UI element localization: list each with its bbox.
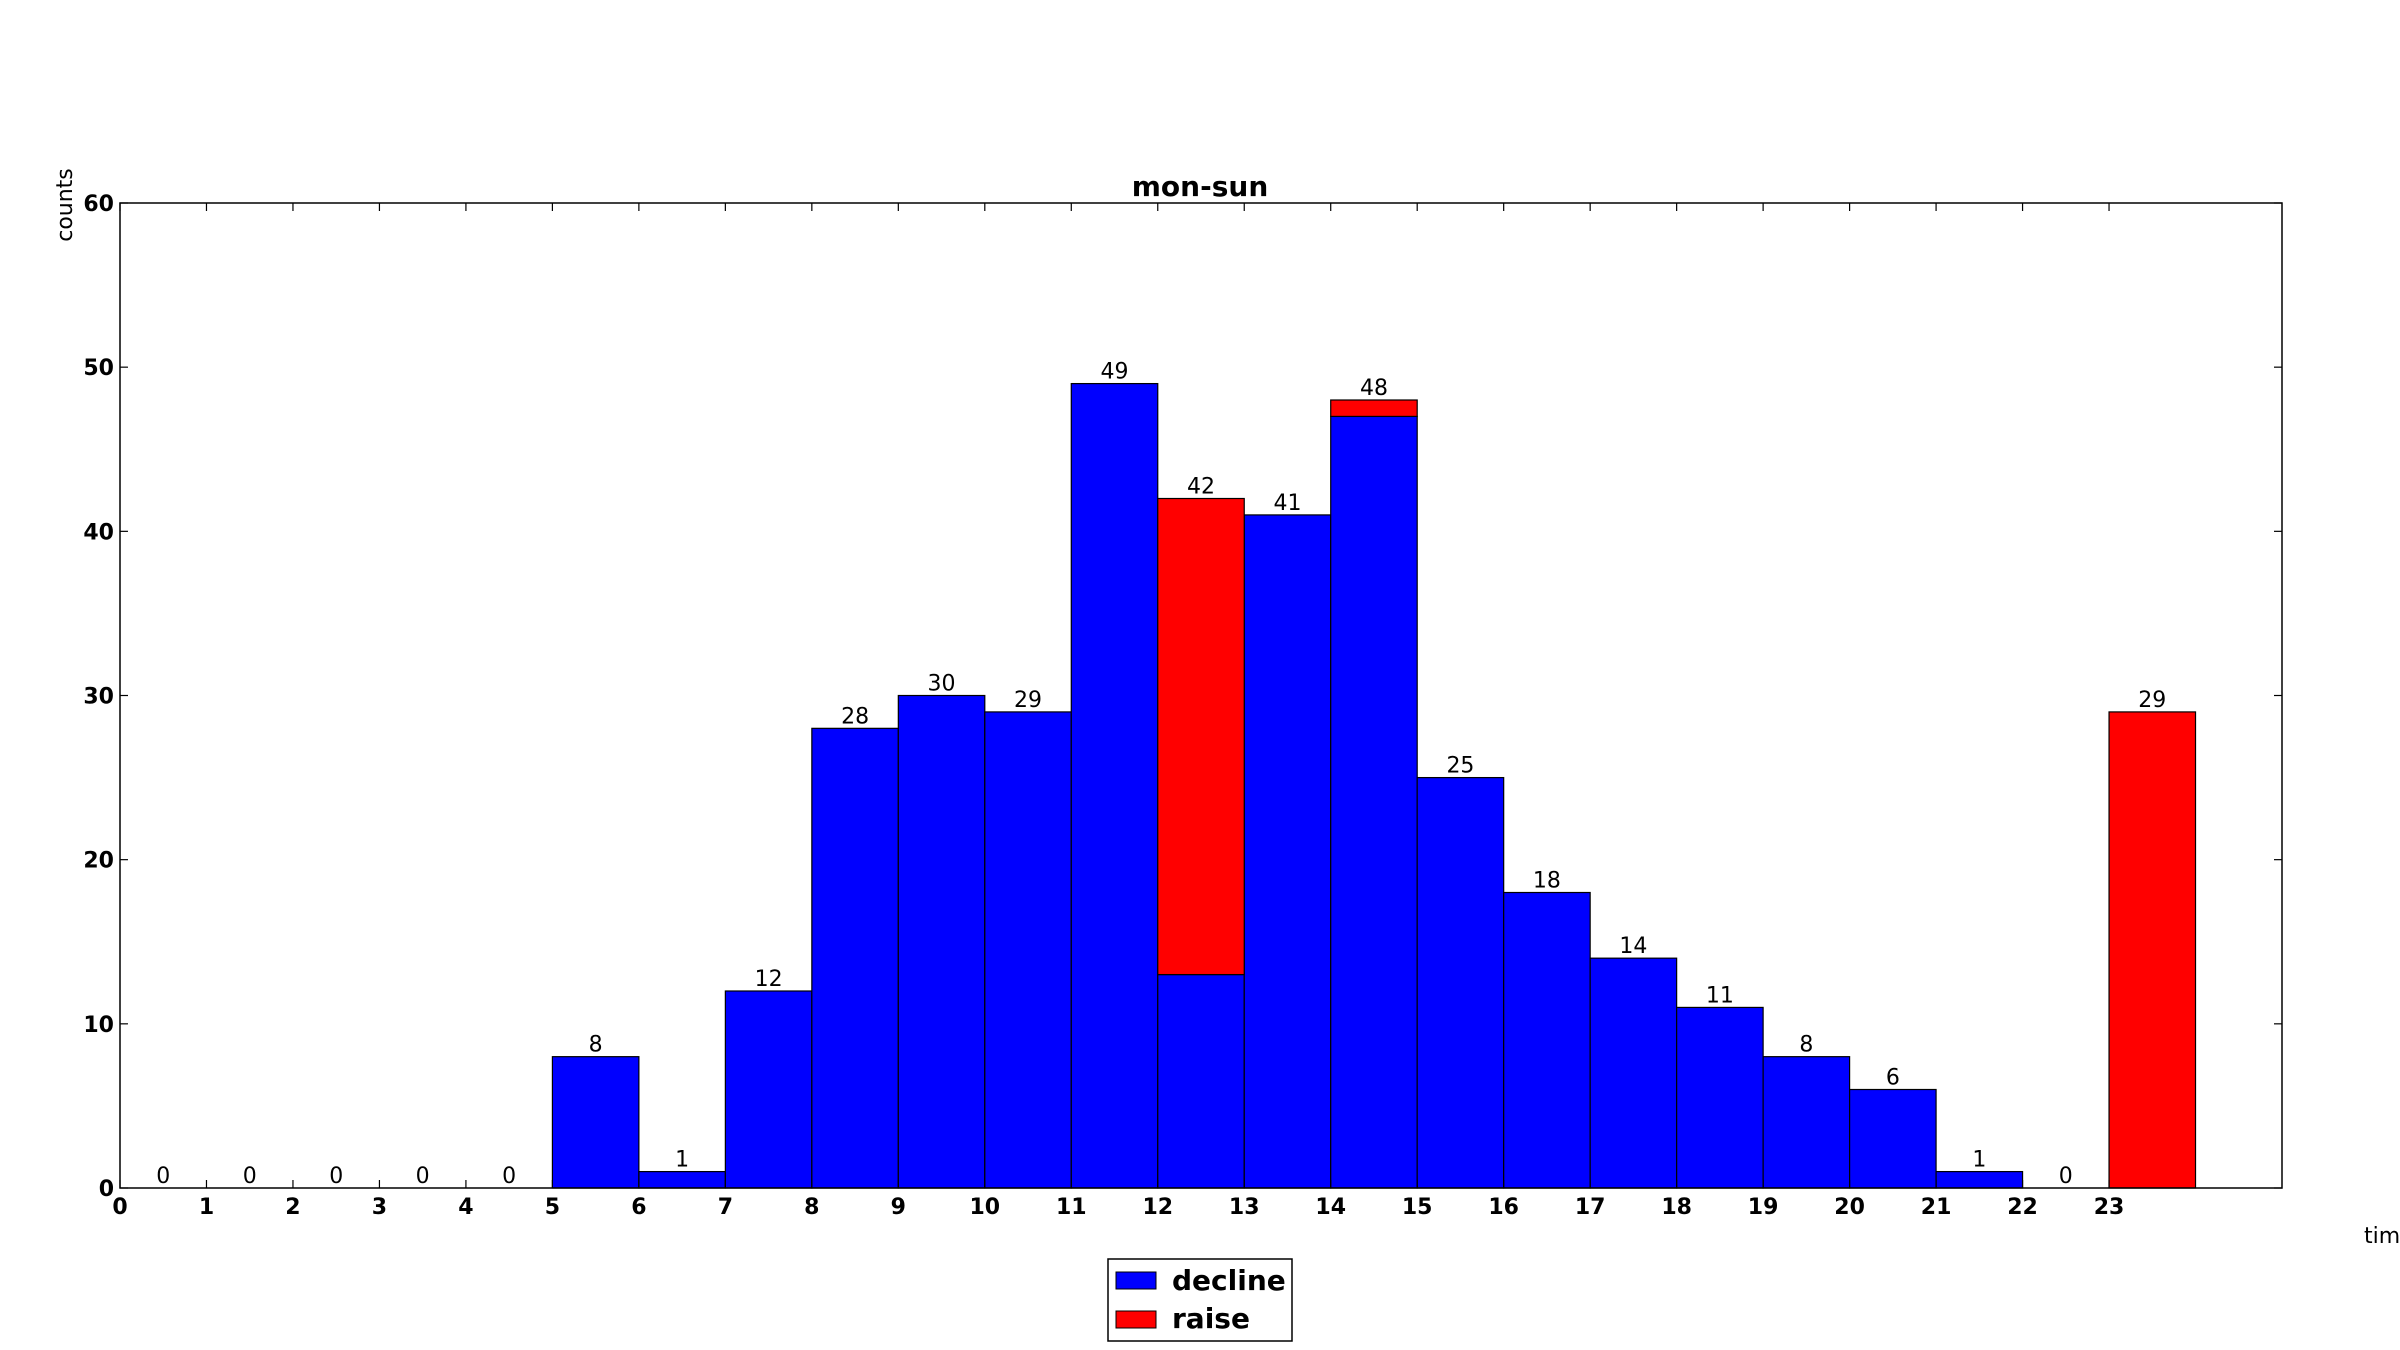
bar-decline-18 (1676, 1006, 1764, 1189)
value-label-15: 25 (1446, 754, 1474, 779)
legend-swatch-raise (1115, 1310, 1157, 1329)
y-tick-label-30: 30 (83, 685, 114, 710)
x-tick-label-0: 0 (112, 1195, 127, 1220)
value-label-9: 30 (928, 672, 956, 697)
bar-decline-19 (1762, 1056, 1851, 1189)
value-label-23: 29 (2138, 688, 2166, 713)
value-label-12: 42 (1187, 475, 1215, 500)
value-label-8: 28 (841, 704, 869, 729)
value-label-3: 0 (416, 1164, 430, 1189)
x-tick-label-6: 6 (631, 1195, 646, 1220)
value-label-21: 1 (1972, 1148, 1986, 1173)
legend: decline raise (1107, 1258, 1293, 1342)
bar-decline-7 (724, 990, 813, 1189)
y-tick-label-40: 40 (83, 520, 114, 545)
value-label-5: 8 (589, 1033, 603, 1058)
x-tick-label-21: 21 (1921, 1195, 1952, 1220)
bar-decline-16 (1503, 891, 1591, 1189)
y-tick-label-0: 0 (99, 1177, 114, 1202)
value-labels-group: 0 0 0 0 0 8 1 12 28 30 29 49 42 41 48 25 18 14 11 8 6 1 0 29 (156, 360, 2166, 1189)
bar-decline-12 (1157, 973, 1245, 1189)
legend-label-raise: raise (1172, 1302, 1250, 1335)
value-label-19: 8 (1799, 1033, 1813, 1058)
bars-group (551, 382, 2197, 1189)
bar-decline-13 (1243, 514, 1332, 1189)
x-tick-label-10: 10 (969, 1195, 1000, 1220)
bar-decline-11 (1070, 382, 1159, 1189)
x-tick-label-3: 3 (372, 1195, 387, 1220)
x-tick-label-22: 22 (2007, 1195, 2038, 1220)
x-tick-label-1: 1 (199, 1195, 214, 1220)
bar-decline-20 (1848, 1088, 1937, 1189)
bar-decline-21 (1935, 1170, 2024, 1189)
value-label-10: 29 (1014, 688, 1042, 713)
bar-decline-14 (1330, 415, 1418, 1189)
value-label-17: 14 (1619, 934, 1647, 959)
x-tick-label-4: 4 (458, 1195, 473, 1220)
x-tick-label-20: 20 (1834, 1195, 1865, 1220)
x-tick-label-7: 7 (718, 1195, 733, 1220)
bar-raise-12 (1157, 497, 1245, 976)
x-tick-label-19: 19 (1748, 1195, 1779, 1220)
x-tick-label-14: 14 (1315, 1195, 1346, 1220)
bar-decline-9 (897, 694, 986, 1189)
x-tick-label-23: 23 (2094, 1195, 2125, 1220)
value-label-7: 12 (755, 967, 783, 992)
x-tick-label-8: 8 (804, 1195, 819, 1220)
x-tick-label-18: 18 (1661, 1195, 1692, 1220)
value-label-11: 49 (1101, 360, 1129, 385)
value-label-18: 11 (1706, 983, 1734, 1008)
x-tick-label-16: 16 (1488, 1195, 1519, 1220)
y-tick-label-60: 60 (83, 192, 114, 217)
bar-decline-15 (1416, 776, 1505, 1189)
chart-title: mon-sun (1132, 170, 1269, 203)
value-label-4: 0 (502, 1164, 516, 1189)
value-label-22: 0 (2059, 1164, 2073, 1189)
value-label-13: 41 (1273, 491, 1301, 516)
y-tick-label-10: 10 (83, 1013, 114, 1038)
x-tick-label-12: 12 (1142, 1195, 1173, 1220)
x-tick-label-17: 17 (1575, 1195, 1606, 1220)
legend-label-decline: decline (1172, 1264, 1286, 1297)
bar-raise-23 (2108, 711, 2197, 1189)
value-label-0: 0 (156, 1164, 170, 1189)
bar-decline-5 (551, 1056, 640, 1189)
value-label-14: 48 (1360, 376, 1388, 401)
value-label-20: 6 (1886, 1066, 1900, 1091)
x-tick-label-5: 5 (545, 1195, 560, 1220)
x-tick-label-9: 9 (891, 1195, 906, 1220)
y-axis-label: counts (53, 168, 78, 242)
x-tick-label-11: 11 (1056, 1195, 1087, 1220)
x-tick-label-15: 15 (1402, 1195, 1433, 1220)
bar-decline-6 (638, 1170, 726, 1189)
x-tick-label-2: 2 (285, 1195, 300, 1220)
bar-decline-17 (1589, 957, 1678, 1189)
legend-swatch-decline (1115, 1271, 1157, 1290)
x-axis-label: tim (2364, 1224, 2400, 1249)
bar-raise-14 (1330, 399, 1418, 418)
bar-decline-8 (811, 727, 899, 1189)
value-label-6: 1 (675, 1148, 689, 1173)
value-label-16: 18 (1533, 869, 1561, 894)
value-label-1: 0 (243, 1164, 257, 1189)
y-tick-label-50: 50 (83, 356, 114, 381)
bar-decline-10 (984, 711, 1072, 1189)
x-tick-label-13: 13 (1229, 1195, 1260, 1220)
y-tick-label-20: 20 (83, 849, 114, 874)
value-label-2: 0 (329, 1164, 343, 1189)
